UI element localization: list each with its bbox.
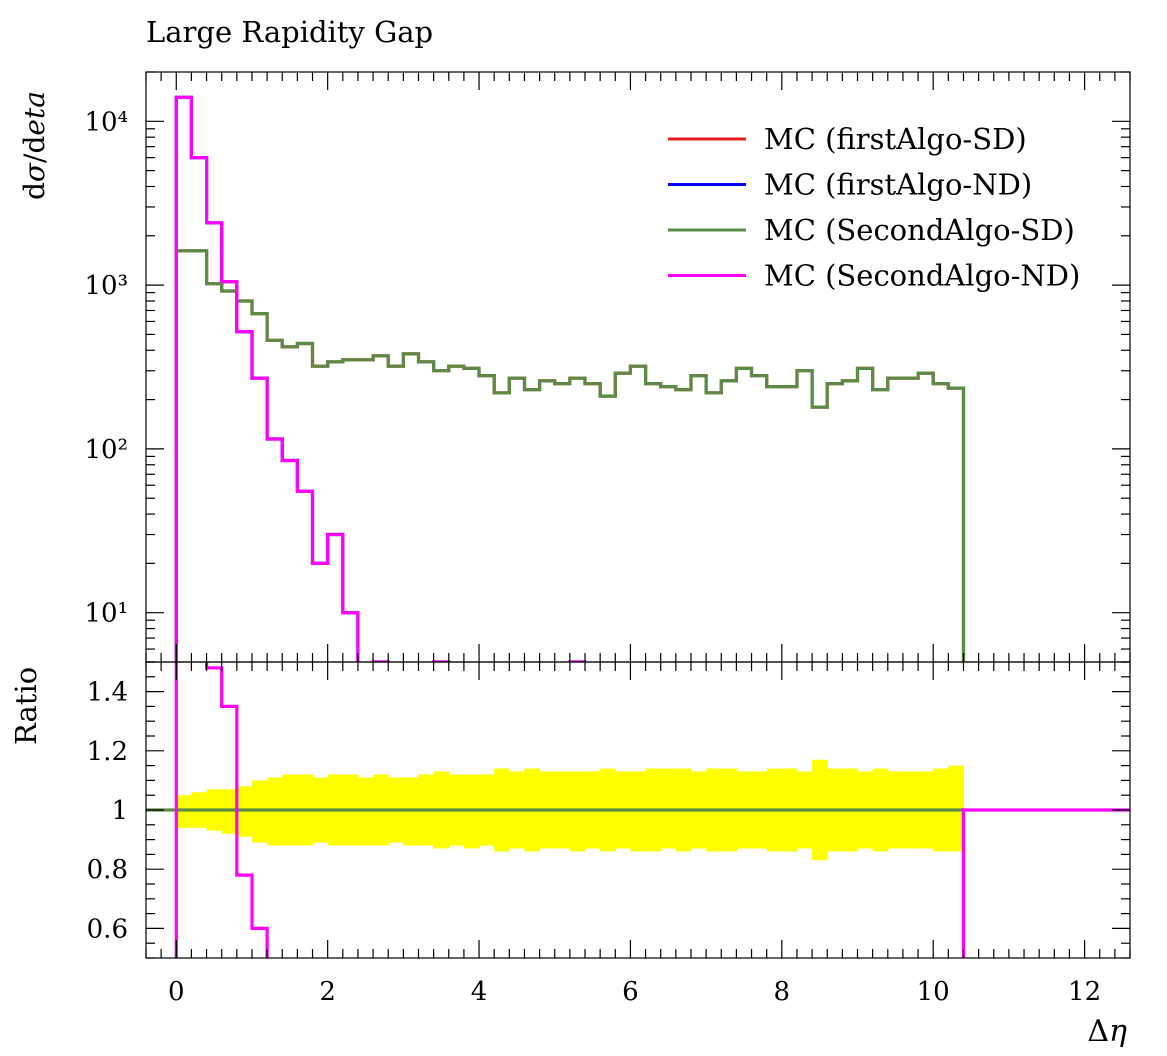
y-tick-label-main: 10⁴	[84, 107, 128, 137]
legend: MC (firstAlgo-SD) MC (firstAlgo-ND) MC (Se…	[668, 122, 1080, 293]
series-line-2	[174, 95, 587, 662]
y-tick-label-ratio: 0.8	[87, 855, 128, 885]
chart-title: Large Rapidity Gap	[146, 15, 433, 49]
legend-label: MC (SecondAlgo-SD)	[764, 213, 1075, 247]
y-tick-label-ratio: 1	[111, 796, 128, 826]
ratio-series-group	[146, 662, 1130, 958]
x-tick-label: 0	[168, 977, 185, 1007]
legend-label: MC (SecondAlgo-ND)	[764, 259, 1080, 293]
main-series-group	[174, 95, 966, 662]
series-line-4	[174, 95, 587, 662]
y-tick-label-main: 10³	[84, 271, 128, 301]
y-tick-label-ratio: 1.2	[87, 737, 128, 767]
ratio-line-nd-tail	[961, 808, 1130, 958]
x-tick-label: 4	[471, 977, 488, 1007]
ratio-line-nd	[174, 662, 269, 958]
y-tick-label-main: 10¹	[84, 599, 128, 629]
legend-label: MC (firstAlgo-SD)	[764, 122, 1027, 156]
legend-label: MC (firstAlgo-ND)	[764, 168, 1032, 202]
x-tick-label: 10	[917, 977, 950, 1007]
y-tick-label-ratio: 1.4	[87, 678, 128, 708]
x-tick-label: 12	[1068, 977, 1101, 1007]
y-axis-label-main: dσ/deta	[18, 91, 51, 200]
y-tick-label-main: 10²	[84, 435, 128, 465]
x-tick-label: 8	[774, 977, 791, 1007]
y-tick-label-ratio: 0.6	[87, 914, 128, 944]
axis-tick-labels: 0 2 4 6 8 10 12 10¹ 10² 10³ 10⁴ 0.6 0.8 1 1.2 1.4	[84, 107, 1101, 1007]
y-axis-label-ratio: Ratio	[9, 667, 43, 745]
axis-ticks	[145, 71, 1131, 959]
x-tick-label: 6	[622, 977, 639, 1007]
series-line-3	[174, 249, 966, 662]
x-tick-label: 2	[319, 977, 336, 1007]
x-axis-label: Δη	[1087, 1014, 1127, 1049]
